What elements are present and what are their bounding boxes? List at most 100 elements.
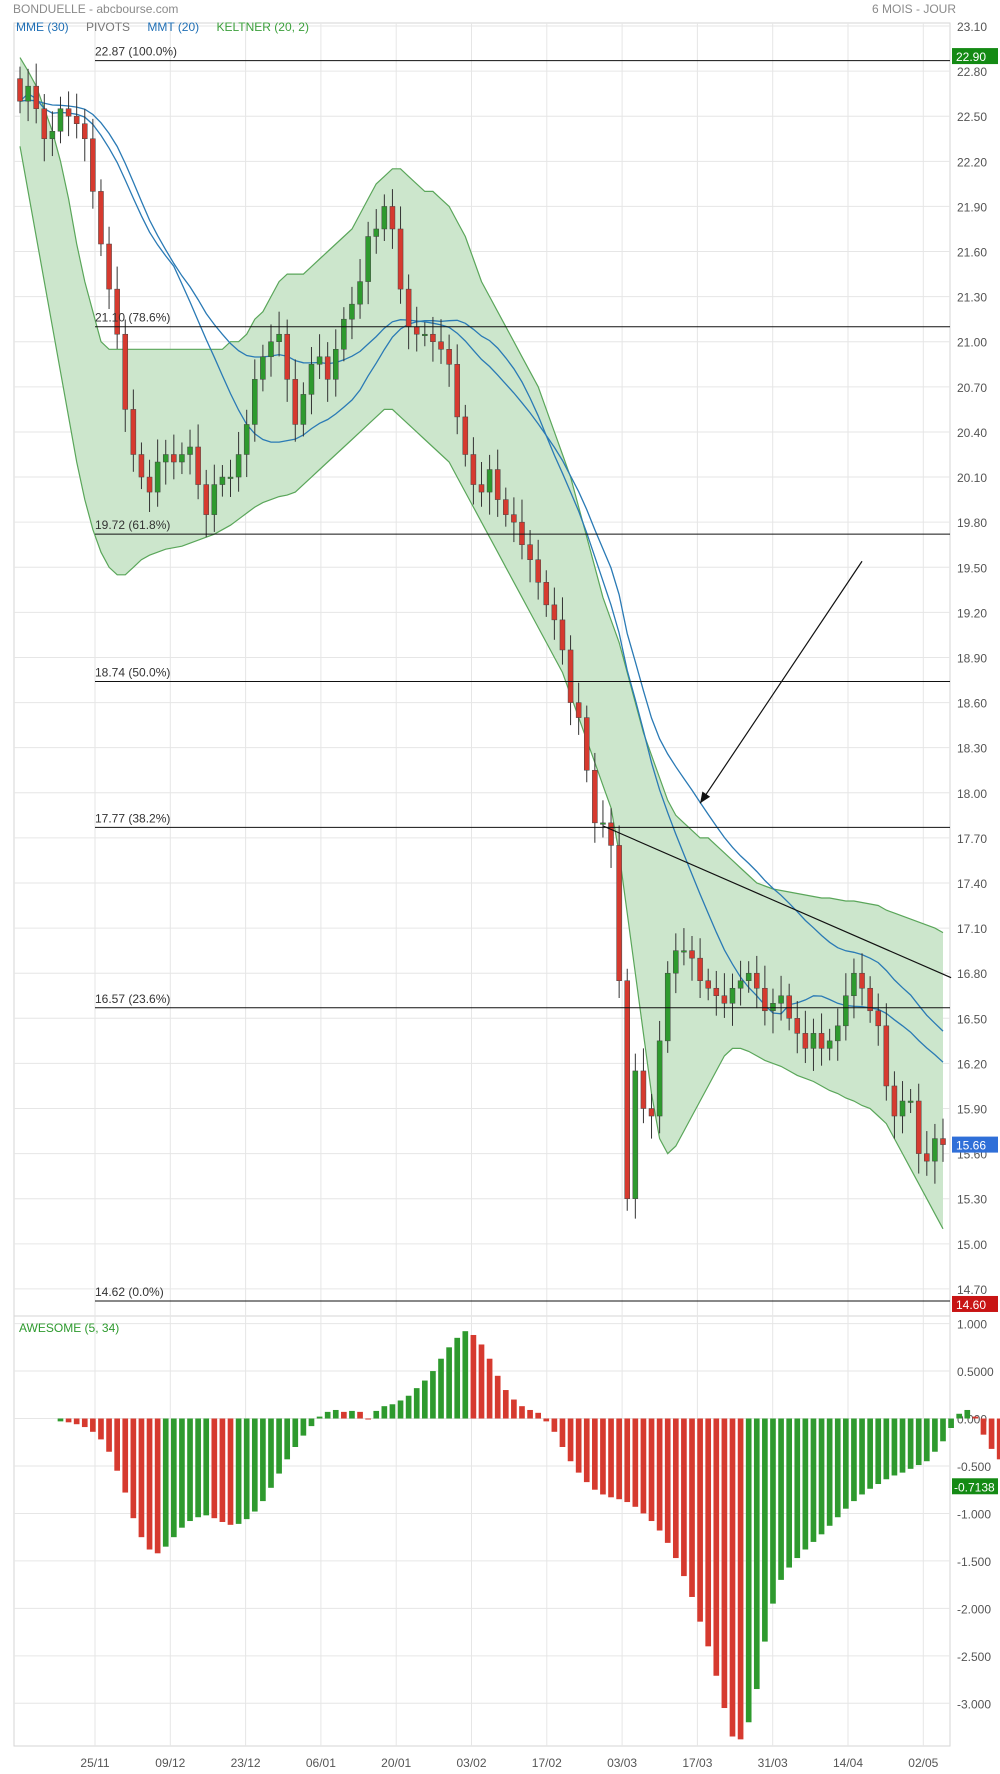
candle-body (389, 206, 396, 230)
candle-body (243, 424, 250, 455)
candle-body (365, 236, 371, 282)
date-tick-label: 14/04 (833, 1756, 863, 1770)
awesome-bar (551, 1418, 558, 1432)
candle-body (535, 559, 541, 583)
legend-pivots[interactable]: PIVOTS (86, 20, 131, 34)
price-tick-label: 16.50 (957, 1012, 987, 1026)
awesome-bar (851, 1418, 857, 1502)
awesome-bar (656, 1418, 663, 1531)
price-tick-label: 18.00 (957, 787, 987, 801)
candle-body (794, 1018, 801, 1034)
candle-body (899, 1100, 906, 1117)
candle-body (405, 288, 412, 327)
awesome-bar (778, 1418, 784, 1580)
candle-body (915, 1100, 922, 1154)
awesome-bar (713, 1418, 720, 1676)
awesome-bar (810, 1418, 817, 1542)
candle-body (122, 333, 129, 410)
candle-body (454, 364, 460, 418)
candle-body (268, 341, 274, 358)
date-tick-label: 03/03 (607, 1756, 637, 1770)
candle-body (422, 333, 428, 336)
trendline (602, 825, 952, 979)
price-tick-label: 22.20 (957, 155, 987, 169)
awesome-bar (486, 1358, 493, 1419)
candle-body (834, 1025, 841, 1042)
candle-body (624, 980, 630, 1199)
awesome-bar (235, 1418, 242, 1524)
candle-body (818, 1033, 825, 1049)
candle-body (527, 544, 533, 560)
candle-body (786, 995, 792, 1019)
legend-mmt[interactable]: MMT (20) (147, 20, 200, 34)
candle-body (146, 476, 153, 493)
candle-body (778, 995, 784, 1004)
awesome-bar (389, 1404, 396, 1419)
awesome-bar (762, 1418, 768, 1642)
awesome-bar (73, 1418, 80, 1425)
price-tick-label: 19.80 (957, 516, 987, 530)
legend-keltner[interactable]: KELTNER (20, 2) (216, 20, 309, 34)
candle-body (446, 349, 452, 365)
awesome-bar (154, 1418, 161, 1554)
candle-body (851, 972, 857, 997)
awesome-bar (794, 1418, 801, 1559)
candle-body (600, 822, 606, 825)
candle-body (543, 582, 550, 606)
keltner-lower-line (19, 146, 944, 1230)
candle-body (503, 499, 509, 515)
awesome-bar (891, 1418, 898, 1476)
candle-body (486, 469, 493, 493)
candle-body (867, 987, 873, 1012)
awesome-bar (138, 1418, 145, 1538)
candle-body (98, 191, 104, 245)
candle-body (284, 333, 290, 380)
candle-body (235, 454, 242, 478)
date-tick-label: 06/01 (306, 1756, 336, 1770)
candle-body (179, 454, 185, 463)
awesome-tick-label: 0.5000 (957, 1365, 994, 1379)
legend-mme[interactable]: MME (30) (16, 20, 69, 34)
awesome-bar (260, 1418, 266, 1502)
candle-body (260, 356, 266, 380)
awesome-bar (988, 1418, 995, 1449)
awesome-bar (98, 1418, 104, 1440)
awesome-bar (114, 1418, 120, 1471)
candle-body (494, 469, 501, 500)
candle-body (430, 333, 436, 342)
candle-body (705, 980, 711, 989)
awesome-bar (300, 1418, 307, 1436)
awesome-bar (689, 1418, 695, 1597)
awesome-bar (592, 1418, 598, 1490)
candle-body (932, 1138, 938, 1162)
candle-body (349, 303, 355, 320)
awesome-bar (494, 1375, 501, 1419)
price-tick-label: 15.90 (957, 1103, 987, 1117)
price-tick-label: 17.70 (957, 832, 987, 846)
awesome-bar (826, 1418, 833, 1526)
awesome-bar (583, 1418, 590, 1483)
candle-body (203, 484, 209, 515)
candle-body (640, 1070, 647, 1109)
awesome-bar (859, 1418, 865, 1495)
awesome-bar (867, 1418, 873, 1489)
awesome-bar (130, 1418, 137, 1519)
candle-body (138, 454, 145, 478)
awesome-bar (373, 1410, 380, 1419)
candle-body (511, 514, 517, 523)
candle-body (130, 409, 137, 455)
candle-body (632, 1070, 639, 1199)
awesome-bar (462, 1331, 469, 1419)
candle-body (567, 649, 574, 703)
awesome-bar (697, 1418, 703, 1622)
fibonacci-label: 16.57 (23.6%) (95, 992, 170, 1006)
awesome-bar (948, 1418, 954, 1429)
candle-body (551, 604, 558, 621)
price-tick-label: 21.60 (957, 246, 987, 260)
candle-body (341, 318, 347, 350)
awesome-bar (745, 1418, 752, 1723)
awesome-tick-label: -2.500 (957, 1650, 991, 1664)
awesome-bar (664, 1418, 671, 1543)
price-badge (952, 1295, 998, 1312)
awesome-tick-label: -2.000 (957, 1602, 991, 1616)
